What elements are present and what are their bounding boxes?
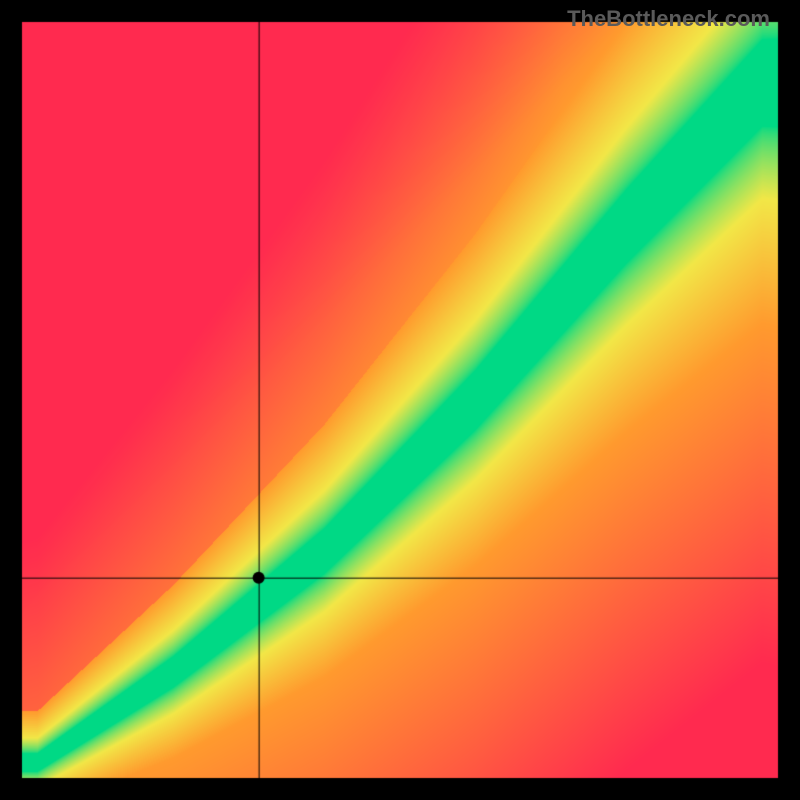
watermark-text: TheBottleneck.com [567, 6, 770, 32]
chart-container: TheBottleneck.com [0, 0, 800, 800]
heatmap-canvas [0, 0, 800, 800]
